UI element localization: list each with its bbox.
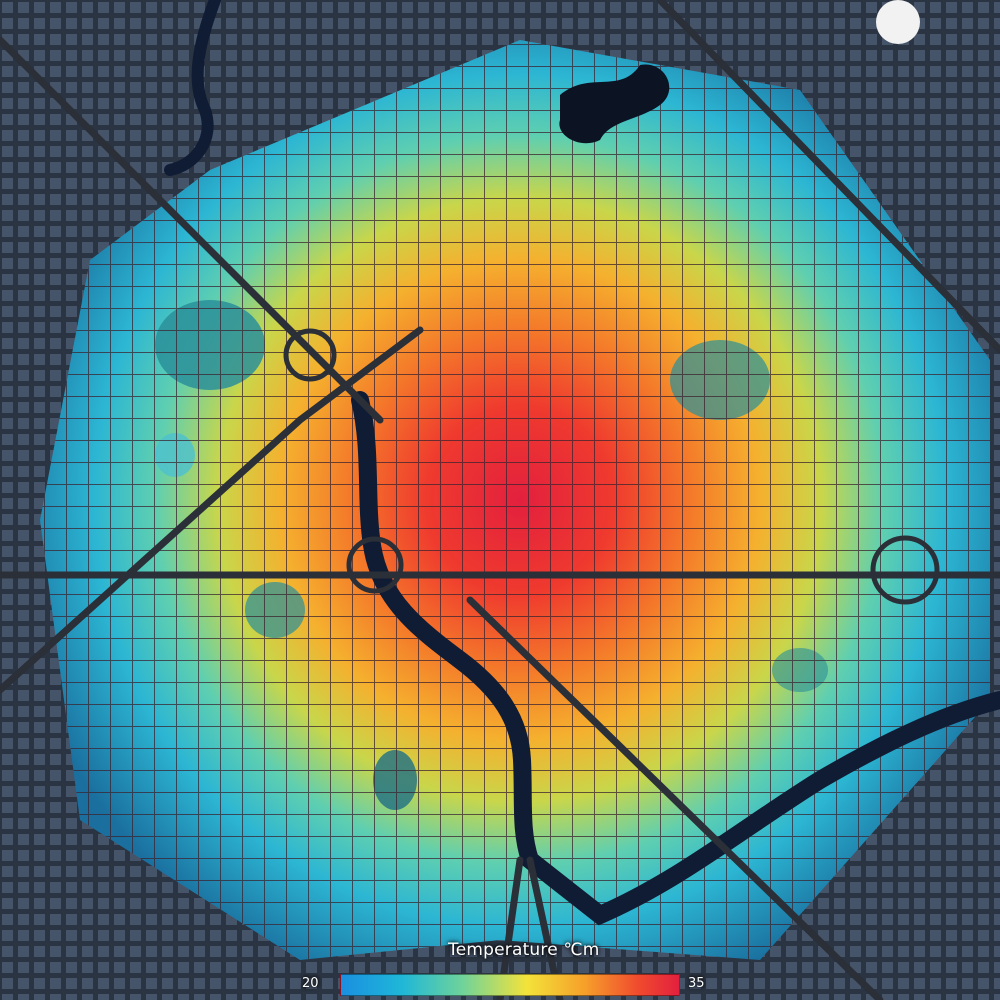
interchange xyxy=(346,536,404,594)
landmark xyxy=(876,0,920,44)
interchange xyxy=(283,328,337,382)
river-north xyxy=(164,0,221,176)
legend-min-label: 20 xyxy=(302,976,319,991)
lake xyxy=(559,64,670,144)
legend-max-label: 35 xyxy=(688,976,705,991)
legend-color-bar xyxy=(340,974,680,996)
legend-title: Temperature ℃m xyxy=(448,940,600,960)
interchange xyxy=(870,535,940,605)
river xyxy=(351,391,1000,926)
